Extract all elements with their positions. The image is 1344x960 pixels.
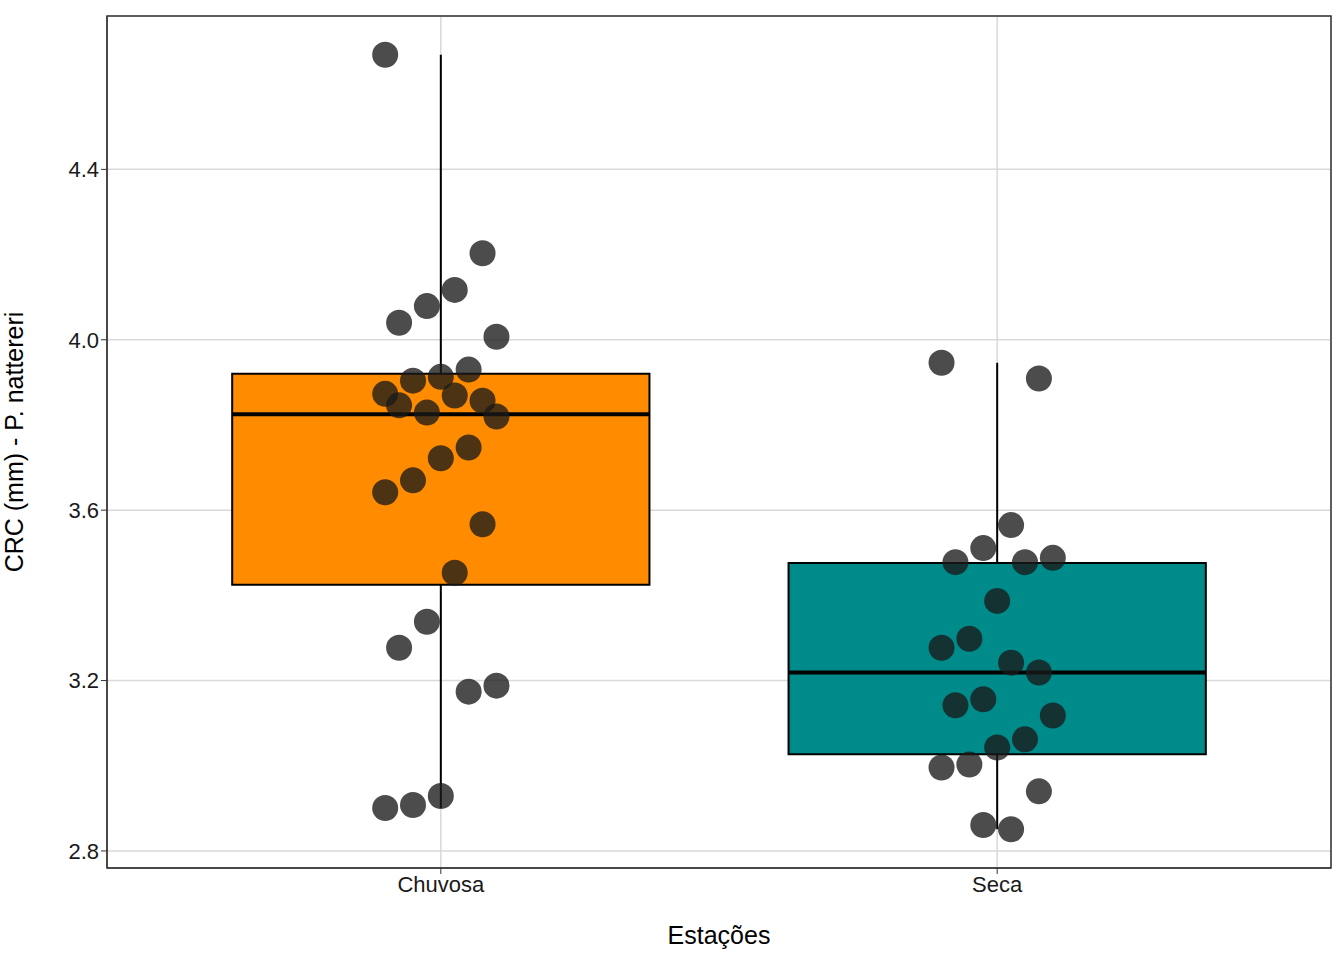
svg-text:CRC (mm) - P. nattereri: CRC (mm) - P. nattereri [8,312,28,573]
svg-text:4.4: 4.4 [68,157,99,182]
svg-text:Seca: Seca [972,872,1023,897]
svg-text:3.6: 3.6 [68,498,99,523]
svg-text:Chuvosa: Chuvosa [397,872,485,897]
svg-text:3.2: 3.2 [68,668,99,693]
svg-text:2.8: 2.8 [68,839,99,864]
svg-text:4.0: 4.0 [68,328,99,353]
svg-text:Estações: Estações [668,921,771,949]
